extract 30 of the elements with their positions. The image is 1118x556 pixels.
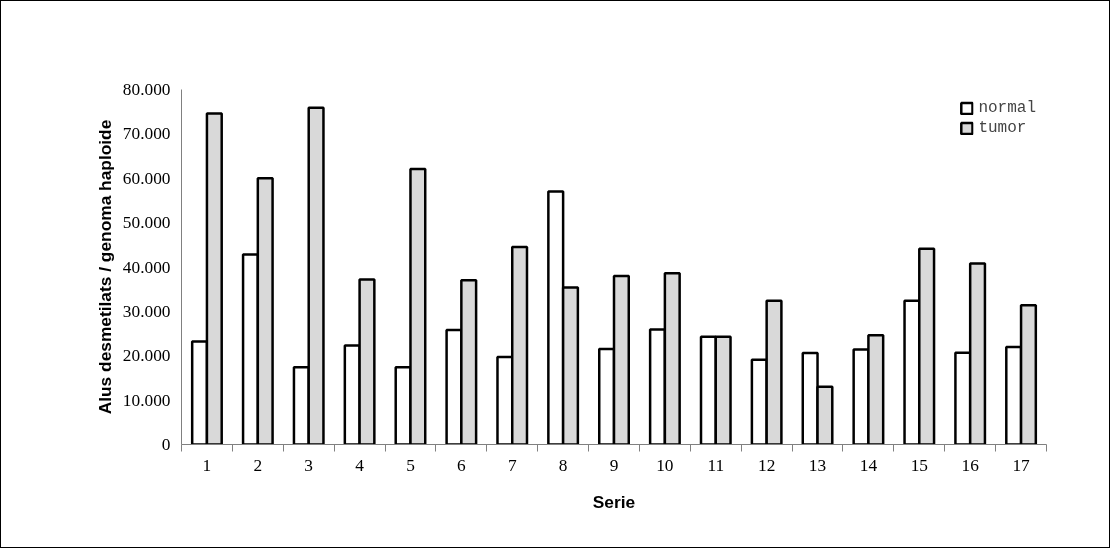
y-tick-label: 60.000 [122,168,171,188]
y-tick-label: 10.000 [122,390,171,410]
x-tick-label: 14 [859,455,878,475]
x-axis-title: Serie [592,491,636,512]
x-tick-label: 3 [304,455,314,475]
x-tick-label: 2 [253,455,263,475]
x-tick-label: 11 [707,455,725,475]
x-tick-label: 6 [457,455,467,475]
y-tick-label: 50.000 [122,213,171,233]
x-tick-label: 10 [656,455,674,475]
legend-label: tumor [978,119,1027,137]
y-tick-label: 20.000 [122,346,171,366]
y-tick-label: 0 [161,435,171,454]
x-tick-label: 9 [609,455,619,475]
x-tick-label: 8 [558,455,568,475]
y-axis-title: Alus desmetilats / genoma haploide [94,119,115,415]
y-tick-label: 70.000 [122,124,171,144]
y-tick-label: 80.000 [122,80,171,99]
x-tick-label: 12 [757,455,776,475]
x-tick-label: 15 [910,455,928,475]
x-tick-label: 1 [202,455,212,475]
y-tick-label: 40.000 [122,257,171,277]
y-tick-label: 30.000 [122,301,171,321]
x-tick-label: 16 [961,455,980,475]
legend-label: normal [978,99,1036,117]
x-tick-label: 4 [355,455,365,475]
x-tick-label: 5 [406,455,415,475]
x-tick-label: 7 [507,455,517,475]
x-tick-label: 17 [1012,455,1031,475]
x-tick-label: 13 [808,455,827,475]
